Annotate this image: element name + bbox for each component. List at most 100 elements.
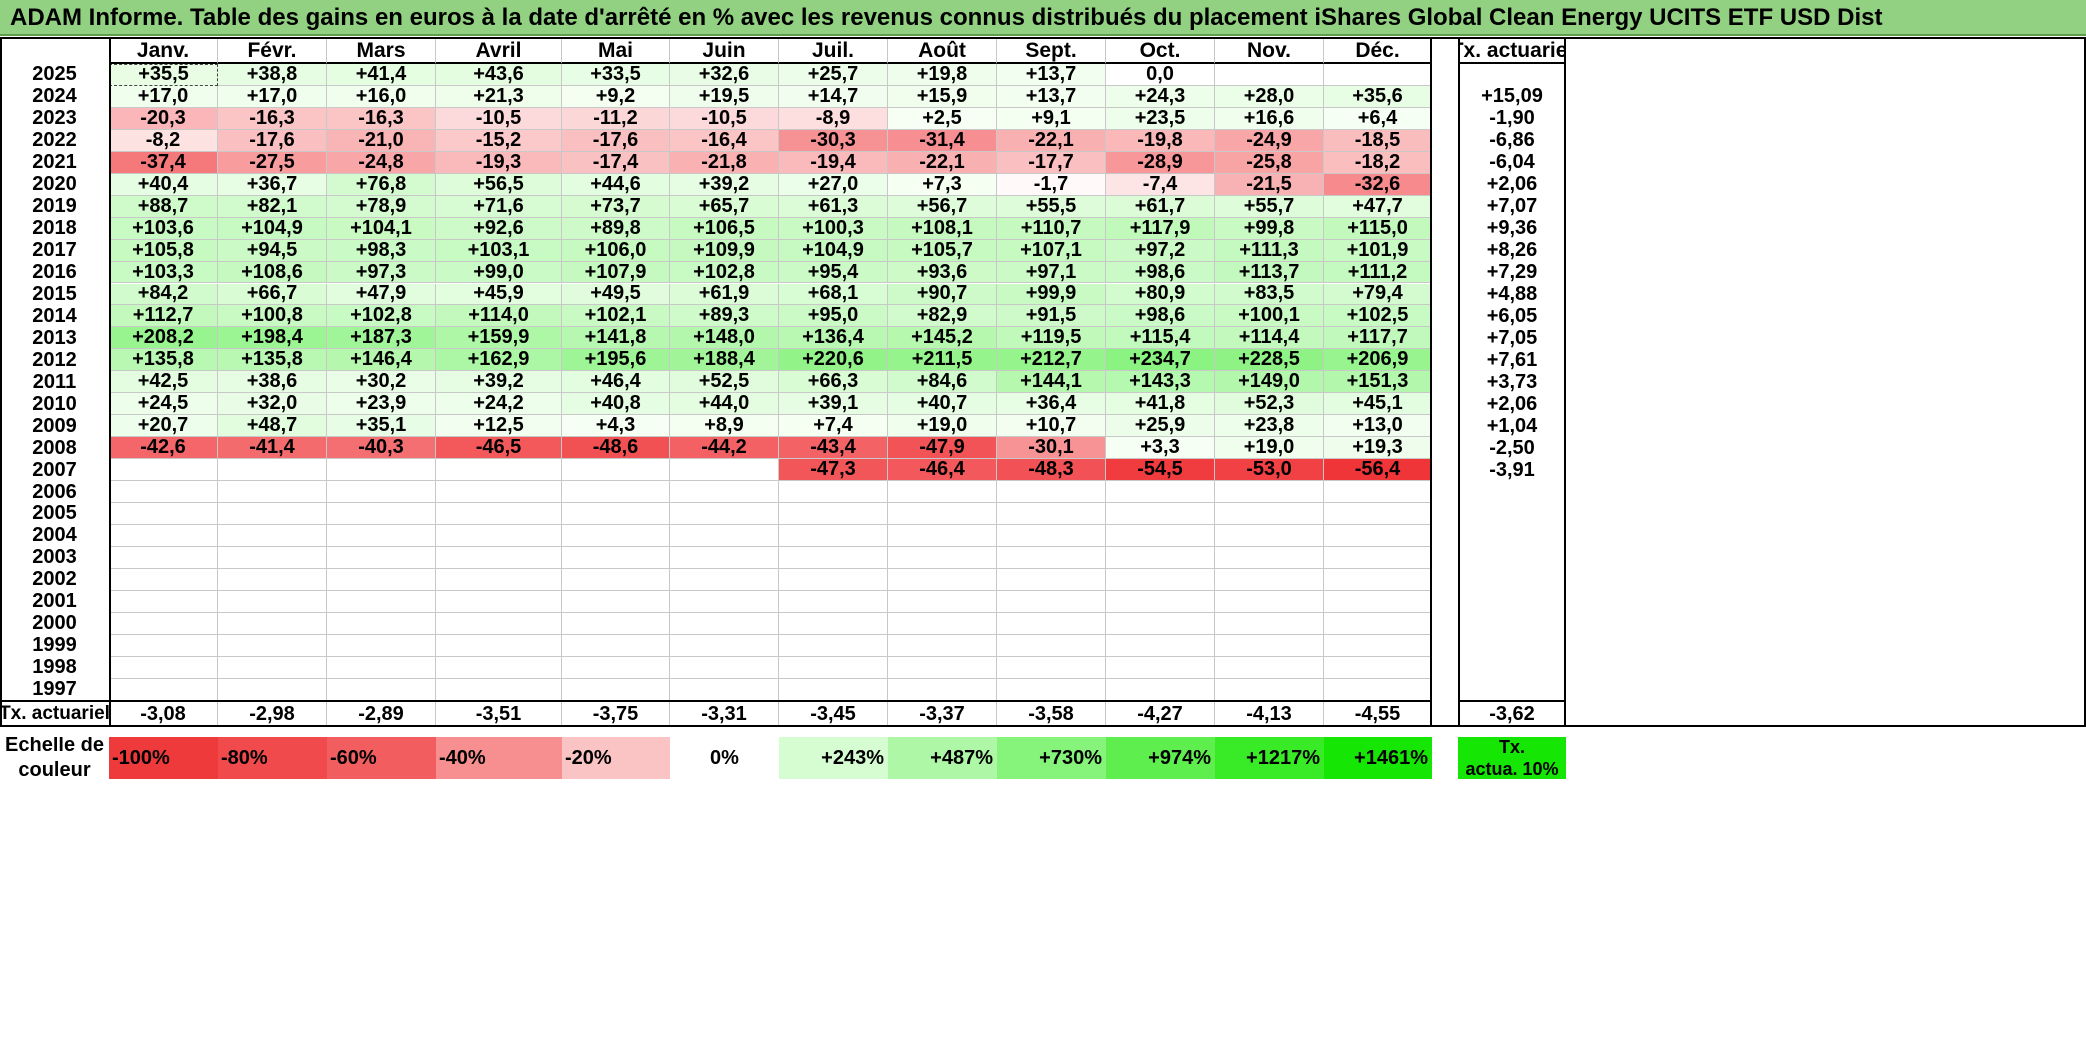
tx-actuariel-value (1458, 481, 1566, 503)
tx-actuariel-value: -6,04 (1489, 151, 1535, 174)
gain-cell: +17,0 (218, 85, 327, 108)
gain-cell: -31,4 (888, 129, 997, 152)
gain-cell (109, 678, 218, 701)
footer-tx-value: -4,55 (1324, 701, 1432, 727)
year-label: 2019 (32, 195, 77, 218)
gain-cell (888, 656, 997, 679)
gain-cell (109, 503, 218, 525)
month-header: Déc. (1324, 37, 1432, 64)
color-scale-tx: Tx. actua. 10% (1458, 737, 1566, 779)
footer-tx-value: -3,08 (109, 701, 218, 727)
tx-actuariel-value: +2,06 (1486, 173, 1538, 196)
gain-cell: +105,8 (109, 239, 218, 262)
page-title: ADAM Informe. Table des gains en euros à… (0, 0, 2086, 36)
gain-cell: -16,3 (327, 107, 436, 130)
year-label: 2018 (32, 217, 77, 240)
gain-cell (436, 481, 562, 503)
gain-cell: +211,5 (888, 349, 997, 372)
gain-cell: +100,8 (218, 305, 327, 328)
gain-cell (779, 612, 888, 635)
gain-cell (1324, 678, 1432, 701)
gain-cell (327, 634, 436, 657)
gain-cell: +141,8 (562, 327, 670, 350)
gain-cell (436, 503, 562, 525)
gain-cell (670, 634, 779, 657)
gain-cell: +82,1 (218, 195, 327, 218)
gain-cell: +111,3 (1215, 239, 1324, 262)
year-label: 2022 (32, 129, 77, 152)
color-scale-step: +730% (997, 737, 1106, 779)
gain-cell (1215, 503, 1324, 525)
gain-cell (218, 678, 327, 701)
gain-cell: +48,7 (218, 415, 327, 438)
gain-cell: +65,7 (670, 195, 779, 218)
gain-cell: -44,2 (670, 437, 779, 460)
month-header: Mai (562, 37, 670, 64)
gain-cell: +2,5 (888, 107, 997, 130)
gain-cell: +28,0 (1215, 85, 1324, 108)
gain-cell: -8,9 (779, 107, 888, 130)
footer-tx-value: -3,75 (562, 701, 670, 727)
gain-cell: -41,4 (218, 437, 327, 460)
gain-cell (670, 546, 779, 569)
gain-cell (1106, 546, 1215, 569)
gain-cell (109, 459, 218, 482)
gain-cell: -21,0 (327, 129, 436, 152)
gain-cell: -18,5 (1324, 129, 1432, 152)
gain-cell (779, 546, 888, 569)
gain-cell: +188,4 (670, 349, 779, 372)
month-header: Juin (670, 37, 779, 64)
gain-cell: +25,7 (779, 64, 888, 86)
gain-cell (997, 524, 1106, 547)
tx-actuariel-value (1458, 64, 1566, 86)
gain-cell: +3,3 (1106, 437, 1215, 460)
gain-cell (218, 459, 327, 482)
gain-cell: -54,5 (1106, 459, 1215, 482)
gain-cell: +94,5 (218, 239, 327, 262)
gain-cell (779, 634, 888, 657)
gain-cell (1215, 481, 1324, 503)
gain-cell: +104,9 (218, 217, 327, 240)
month-header: Août (888, 37, 997, 64)
gain-cell: +56,7 (888, 195, 997, 218)
tx-actuariel-value (1458, 635, 1566, 657)
gain-cell (1324, 546, 1432, 569)
year-label: 2023 (32, 107, 77, 130)
gain-cell: +110,7 (997, 217, 1106, 240)
tx-actuariel-value: +4,88 (1486, 283, 1538, 305)
gain-cell: -15,2 (436, 129, 562, 152)
gain-cell: +76,8 (327, 173, 436, 196)
color-scale-step: -60% (327, 737, 436, 779)
gain-cell: +107,9 (562, 261, 670, 284)
gain-cell: +8,9 (670, 415, 779, 438)
year-label: 2007 (32, 459, 77, 481)
tx-actuariel-value (1458, 547, 1566, 569)
gain-cell: +93,6 (888, 261, 997, 284)
gain-cell: -37,4 (109, 151, 218, 174)
gain-cell (1324, 503, 1432, 525)
gain-cell (327, 678, 436, 701)
year-label: 2004 (32, 524, 77, 547)
gain-cell: +55,5 (997, 195, 1106, 218)
year-label: 2024 (32, 85, 77, 108)
color-scale-step: -80% (218, 737, 327, 779)
gain-cell: +84,2 (109, 283, 218, 306)
gain-cell: -16,4 (670, 129, 779, 152)
gain-cell: +23,5 (1106, 107, 1215, 130)
gain-cell: +9,2 (562, 85, 670, 108)
gain-cell: -17,6 (562, 129, 670, 152)
gain-cell: -27,5 (218, 151, 327, 174)
gain-cell (888, 481, 997, 503)
gain-cell: +41,8 (1106, 393, 1215, 416)
gain-cell (1106, 634, 1215, 657)
gain-cell: +36,4 (997, 393, 1106, 416)
gain-cell: +19,0 (1215, 437, 1324, 460)
gain-cell: +32,6 (670, 64, 779, 86)
gain-cell (109, 612, 218, 635)
gain-cell (670, 481, 779, 503)
gain-cell: +206,9 (1324, 349, 1432, 372)
tx-actuariel-value: +3,73 (1486, 371, 1538, 393)
footer-top-rule (0, 700, 1432, 702)
gain-cell: +99,0 (436, 261, 562, 284)
